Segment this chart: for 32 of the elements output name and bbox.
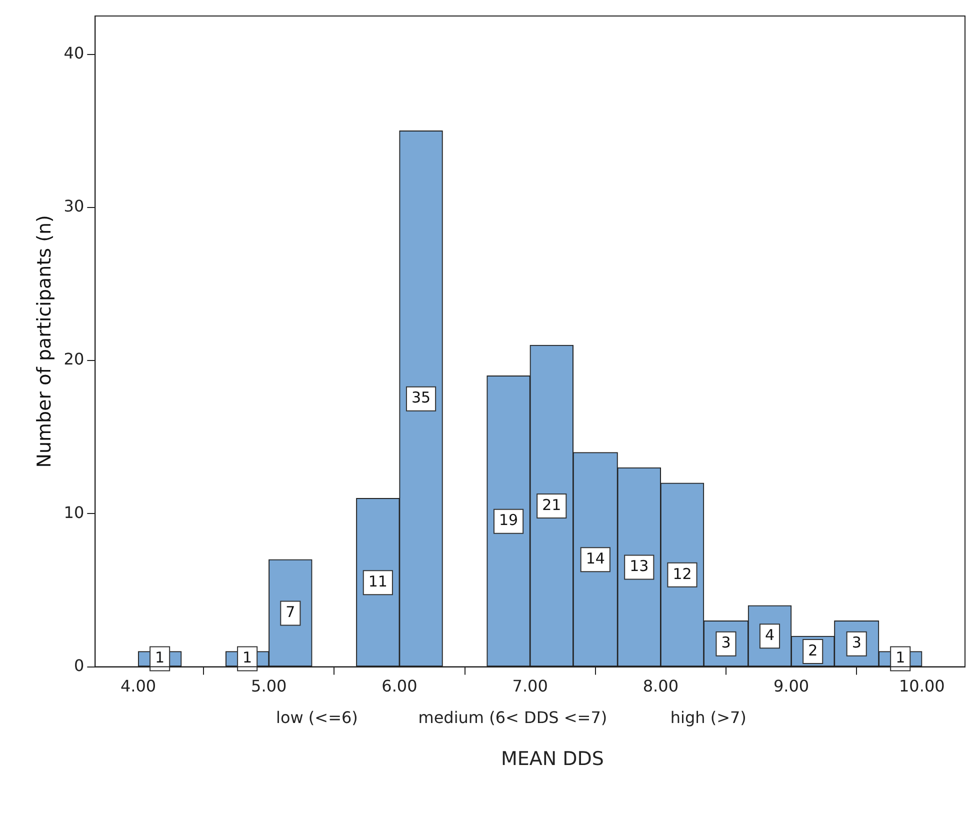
- text: high (>7): [670, 708, 746, 727]
- data-label: 12: [672, 564, 692, 583]
- y-axis-title: Number of participants (n): [33, 215, 56, 468]
- data-label: 1: [242, 648, 252, 667]
- data-label: 21: [542, 496, 562, 514]
- data-label: 19: [498, 511, 518, 530]
- data-label: 11: [368, 572, 388, 590]
- data-label: 1: [896, 648, 906, 667]
- data-label: 7: [286, 603, 296, 622]
- y-tick-label: 10: [64, 502, 84, 522]
- x-tick-label: 7.00: [512, 676, 548, 696]
- y-tick-label: 40: [64, 43, 84, 62]
- data-label: 1: [155, 648, 165, 667]
- x-tick-label: 8.00: [642, 676, 678, 696]
- text: low (<=6): [276, 708, 358, 727]
- x-tick-label: 6.00: [382, 676, 418, 696]
- data-label: 3: [721, 634, 731, 652]
- x-tick-label: 9.00: [773, 676, 810, 696]
- x-tick-label: 10.00: [898, 676, 945, 696]
- data-label: 3: [852, 634, 862, 652]
- data-label: 2: [808, 641, 818, 660]
- x-tick-label: 5.00: [251, 676, 287, 696]
- text: medium (6< DDS <=7): [418, 708, 608, 727]
- data-label: 14: [586, 550, 605, 568]
- y-tick-label: 0: [74, 656, 84, 675]
- data-label: 35: [411, 388, 431, 407]
- x-axis-title: MEAN DDS: [500, 748, 605, 770]
- y-tick-label: 30: [64, 196, 84, 216]
- data-label: 4: [764, 626, 775, 644]
- x-tick-label: 4.00: [120, 676, 156, 696]
- data-label: 13: [630, 557, 649, 576]
- y-tick-label: 20: [64, 350, 84, 369]
